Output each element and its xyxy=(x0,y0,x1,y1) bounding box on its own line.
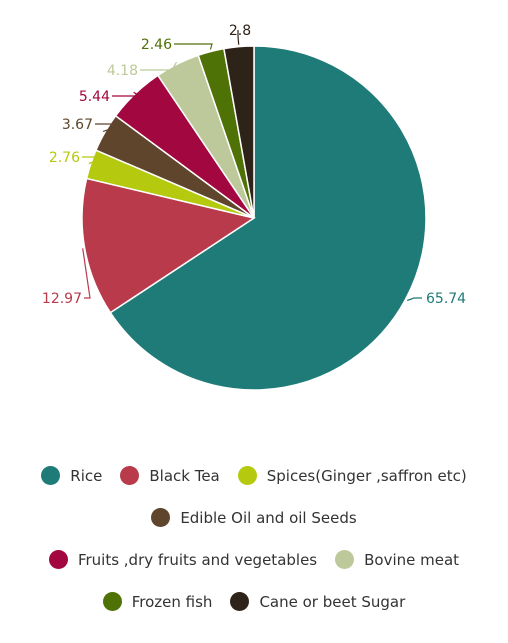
data-label-rice: 65.74 xyxy=(426,291,466,307)
data-label-bovine-meat: 4.18 xyxy=(107,63,138,79)
pie-slice-cane-or-beet-sugar[interactable] xyxy=(223,45,255,219)
legend-swatch-frozen-fish xyxy=(102,592,122,611)
legend-item-spices[interactable]: Spices(Ginger ,saffron etc) xyxy=(237,466,467,485)
pie-slice-rice[interactable] xyxy=(109,45,427,391)
legend-swatch-black-tea xyxy=(120,466,140,485)
leader-line-cane-or-beet-sugar xyxy=(237,30,240,45)
leader-line-spices-ginger-saffron-etc xyxy=(82,156,109,165)
leader-line-black-tea xyxy=(82,248,91,299)
legend-item-rice[interactable]: Rice xyxy=(41,466,102,485)
legend-label-edible-oil: Edible Oil and oil Seeds xyxy=(180,508,357,527)
legend-item-cane-sugar[interactable]: Cane or beet Sugar xyxy=(230,592,405,611)
data-label-black-tea: 12.97 xyxy=(42,291,82,307)
legend-item-edible-oil[interactable]: Edible Oil and oil Seeds xyxy=(151,508,357,527)
legend-label-spices: Spices(Ginger ,saffron etc) xyxy=(266,466,467,485)
legend-label-rice: Rice xyxy=(70,466,103,485)
data-label-cane-or-beet-sugar: 2.8 xyxy=(229,23,251,39)
legend-label-cane-sugar: Cane or beet Sugar xyxy=(259,592,406,611)
data-label-spices-ginger-saffron-etc: 2.76 xyxy=(49,150,80,166)
leader-line-bovine-meat xyxy=(140,61,178,71)
legend-row-1: Rice Black Tea Spices(Ginger ,saffron et… xyxy=(0,466,508,485)
legend-swatch-bovine-meat xyxy=(335,550,355,569)
legend-label-fruits: Fruits ,dry fruits and vegetables xyxy=(77,550,318,569)
legend-item-fruits[interactable]: Fruits ,dry fruits and vegetables xyxy=(48,550,318,569)
legend-row-4: Frozen fish Cane or beet Sugar xyxy=(0,592,508,611)
leader-line-fruits-dry-fruits-and-vegetables xyxy=(112,91,143,97)
leader-line-rice xyxy=(406,297,422,302)
legend-swatch-fruits xyxy=(48,550,68,569)
pie-slice-black-tea[interactable] xyxy=(81,177,256,314)
legend-swatch-rice xyxy=(41,466,61,485)
leader-line-frozen-fish xyxy=(174,43,213,50)
pie-chart: 65.74 12.97 2.76 3.67 5.44 4.182.46 2.8 xyxy=(42,23,466,391)
legend-swatch-edible-oil xyxy=(151,508,171,527)
legend-item-frozen-fish[interactable]: Frozen fish xyxy=(102,592,213,611)
data-label-fruits-dry-fruits-and-vegetables: 5.44 xyxy=(79,89,110,105)
leader-line-edible-oil-and-oil-seeds xyxy=(95,123,126,132)
legend-label-frozen-fish: Frozen fish xyxy=(131,592,213,611)
legend-label-black-tea: Black Tea xyxy=(149,466,220,485)
legend-swatch-spices xyxy=(237,466,257,485)
legend-label-bovine-meat: Bovine meat xyxy=(364,550,460,569)
legend-item-bovine-meat[interactable]: Bovine meat xyxy=(335,550,459,569)
data-label-edible-oil-and-oil-seeds: 3.67 xyxy=(62,117,93,133)
legend-item-black-tea[interactable]: Black Tea xyxy=(120,466,220,485)
legend-swatch-cane-sugar xyxy=(230,592,250,611)
legend-row-3: Fruits ,dry fruits and vegetables Bovine… xyxy=(0,550,508,569)
legend-row-2: Edible Oil and oil Seeds xyxy=(0,508,508,527)
data-label-frozen-fish: 2.46 xyxy=(141,37,172,53)
